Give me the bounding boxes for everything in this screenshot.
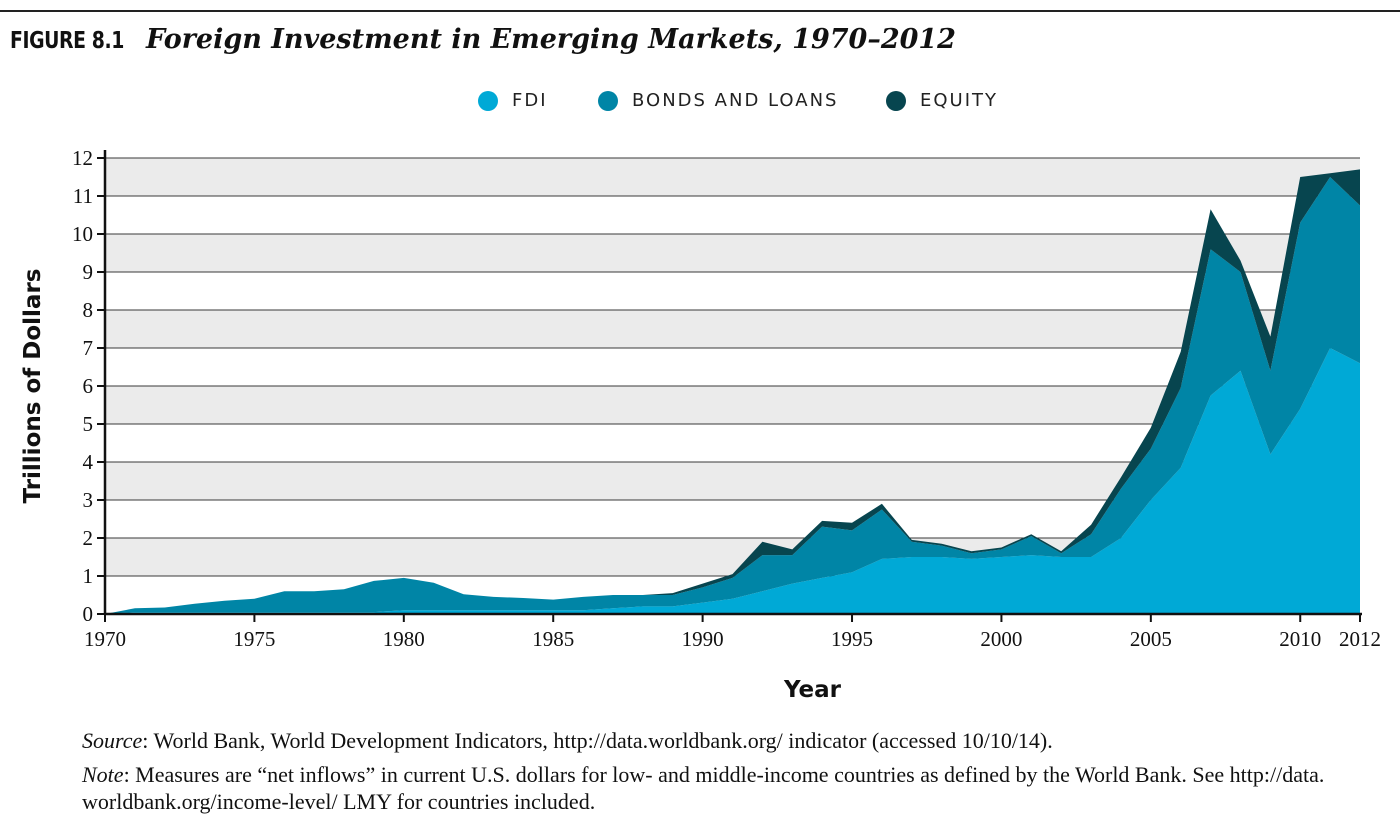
y-tick-label: 12 bbox=[72, 146, 93, 170]
y-axis-title: Trillions of Dollars bbox=[20, 269, 46, 504]
note-text: : Measures are “net inflows” in current … bbox=[82, 762, 1325, 814]
legend-swatch-bonds-and-loans bbox=[598, 90, 618, 111]
source-note: Source: World Bank, World Development In… bbox=[82, 727, 1382, 754]
y-tick-label: 6 bbox=[83, 374, 94, 398]
x-tick-label: 1975 bbox=[233, 627, 275, 651]
y-tick-label: 1 bbox=[83, 564, 94, 588]
x-tick-label: 1985 bbox=[532, 627, 574, 651]
x-tick-label: 1970 bbox=[84, 627, 126, 651]
y-tick-label: 3 bbox=[83, 488, 94, 512]
figure-title: Foreign Investment in Emerging Markets, … bbox=[146, 24, 956, 55]
y-tick-label: 5 bbox=[83, 412, 94, 436]
legend-label-bonds-and-loans: BONDS AND LOANS bbox=[632, 90, 839, 111]
y-tick-label: 10 bbox=[72, 222, 93, 246]
top-rule bbox=[0, 10, 1400, 12]
y-tick-label: 4 bbox=[83, 450, 94, 474]
x-tick-label: 1990 bbox=[682, 627, 724, 651]
chart-legend: FDI BONDS AND LOANS EQUITY bbox=[0, 90, 1400, 120]
area-fdi bbox=[105, 348, 1360, 614]
legend-item-equity: EQUITY bbox=[886, 90, 998, 111]
grid-band bbox=[105, 310, 1360, 348]
figure-notes: Source: World Bank, World Development In… bbox=[82, 727, 1382, 822]
legend-label-fdi: FDI bbox=[512, 90, 548, 111]
grid-band bbox=[105, 158, 1360, 196]
source-text: : World Bank, World Development Indicato… bbox=[142, 728, 1053, 753]
legend-label-equity: EQUITY bbox=[920, 90, 999, 111]
method-note: Note: Measures are “net inflows” in curr… bbox=[82, 761, 1382, 815]
note-label: Note bbox=[82, 762, 124, 787]
source-label: Source bbox=[82, 728, 143, 753]
x-tick-label: 2005 bbox=[1130, 627, 1172, 651]
y-tick-label: 0 bbox=[83, 602, 94, 626]
y-tick-label: 2 bbox=[83, 526, 94, 550]
x-axis-title: Year bbox=[783, 677, 842, 703]
grid-band bbox=[105, 234, 1360, 272]
x-tick-label: 2012 bbox=[1339, 627, 1381, 651]
y-tick-label: 8 bbox=[83, 298, 94, 322]
grid-band bbox=[105, 386, 1360, 424]
x-tick-label: 2010 bbox=[1279, 627, 1321, 651]
x-tick-label: 2000 bbox=[980, 627, 1022, 651]
y-tick-label: 9 bbox=[83, 260, 94, 284]
legend-swatch-fdi bbox=[478, 90, 498, 111]
legend-item-bonds-and-loans: BONDS AND LOANS bbox=[598, 90, 838, 111]
y-tick-label: 11 bbox=[73, 184, 93, 208]
x-tick-label: 1995 bbox=[831, 627, 873, 651]
x-tick-label: 1980 bbox=[383, 627, 425, 651]
y-tick-label: 7 bbox=[83, 336, 94, 360]
legend-item-fdi: FDI bbox=[478, 90, 548, 111]
legend-swatch-equity bbox=[886, 90, 906, 111]
figure-label: FIGURE 8.1 bbox=[10, 28, 124, 54]
